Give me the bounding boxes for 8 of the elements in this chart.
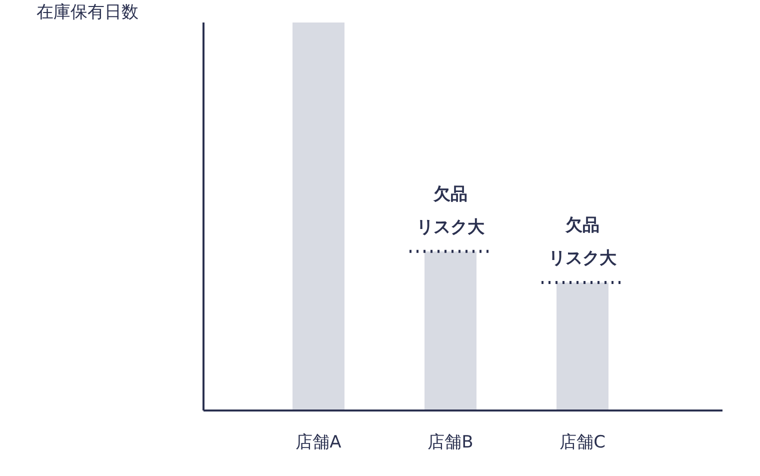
- y-axis-title: 在庫保有日数: [36, 2, 138, 22]
- x-tick-label: 店舗B: [428, 432, 474, 452]
- annotation: リスク大: [548, 248, 618, 268]
- annotation: リスク大: [416, 217, 486, 238]
- annotation: 欠品: [432, 184, 468, 204]
- x-tick-label: 店舗A: [296, 432, 342, 452]
- annotation: 欠品: [564, 215, 600, 236]
- x-tick-label: 店舗C: [560, 432, 606, 452]
